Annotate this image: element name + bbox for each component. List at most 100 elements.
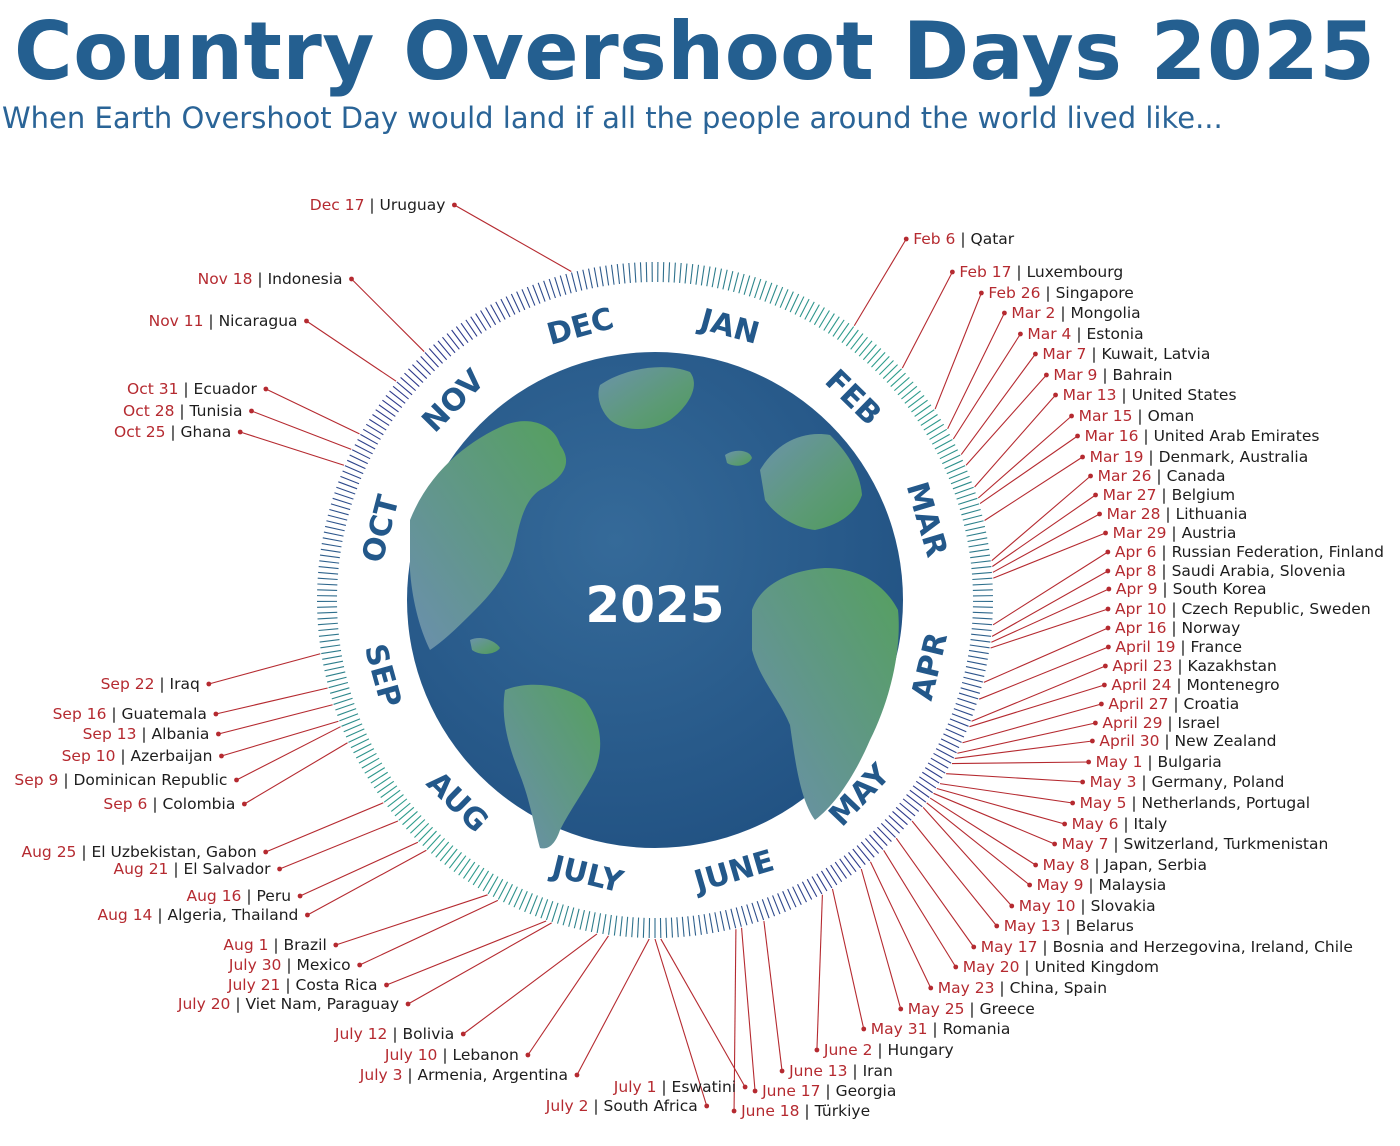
day-tick [972,589,993,591]
country-name: Israel [1178,714,1220,732]
day-tick [843,855,857,873]
day-tick [338,481,358,490]
day-tick [351,449,371,460]
day-tick [326,520,346,526]
land-caribbean [470,637,500,654]
day-tick [327,514,348,521]
day-tick [500,298,511,318]
country-name: Iran [863,1062,893,1080]
day-tick [470,316,483,334]
day-tick [809,304,820,323]
overshoot-date: Oct 25 [114,423,165,441]
label-separator: | [204,312,219,330]
overshoot-date: June 13 [788,1062,847,1080]
country-name: United Kingdom [1035,958,1159,976]
day-tick [562,905,570,926]
leader-line [934,292,982,410]
leader-line [947,312,1005,430]
country-label: May 23 | China, Spain [938,979,1107,997]
leader-line [240,431,345,466]
leader-line [991,475,1091,562]
day-tick [490,304,501,323]
day-tick [949,718,969,727]
country-name: Switzerland, Turkmenistan [1124,835,1329,853]
day-tick [845,329,859,347]
day-tick [957,697,977,705]
overshoot-date: May 17 [981,938,1038,956]
day-tick [426,834,441,850]
country-name: Algeria, Thailand [168,906,299,924]
day-tick [907,395,925,409]
label-separator: | [281,956,296,974]
leader-dot [1070,800,1076,806]
day-tick [448,852,462,869]
land-greenland [598,367,694,429]
day-tick [915,780,933,794]
label-separator: | [1139,427,1154,445]
day-tick [455,326,469,344]
day-tick [673,262,676,283]
day-tick [317,622,338,626]
overshoot-date: Feb 6 [913,230,955,248]
day-tick [322,655,343,660]
day-tick [392,385,409,400]
country-label: May 9 | Malaysia [1037,876,1167,894]
leader-line [936,787,1065,825]
overshoot-date: May 1 [1096,753,1143,771]
day-tick [787,888,797,908]
country-name: Austria [1182,524,1237,542]
day-tick [912,785,930,798]
label-separator: | [1097,366,1112,384]
day-tick [367,767,386,779]
country-label: May 8 | Japan, Serbia [1043,856,1207,874]
day-tick [947,723,967,733]
day-tick [901,385,918,400]
leader-dot [861,1026,867,1032]
day-tick [534,897,544,917]
day-tick [622,263,626,284]
leader-dot [1044,372,1049,378]
country-name: Malaysia [1099,876,1167,894]
overshoot-date: Sep 22 [101,675,155,693]
country-name: El Uzbekistan, Gabon [92,843,257,861]
label-separator: | [1020,958,1035,976]
country-label: Mar 26 | Canada [1098,467,1226,485]
country-label: July 3 | Armenia, Argentina [359,1066,568,1084]
day-tick [764,282,773,302]
label-separator: | [1152,467,1167,485]
day-tick [372,414,390,426]
label-separator: | [1167,524,1182,542]
country-name: El Salvador [184,860,272,878]
day-tick [324,525,345,532]
leader-dot [1089,738,1095,744]
day-tick [665,917,668,938]
leader-dot [1062,821,1068,827]
leader-line [952,333,1021,440]
leader-dot [1105,644,1111,650]
leader-dot [814,1047,820,1053]
day-tick [487,876,499,895]
label-separator: | [76,843,91,861]
month-label-mar: MAR [899,478,954,561]
day-tick [579,909,585,930]
leader-line [991,570,1109,637]
day-tick [954,486,974,495]
day-tick [631,917,634,938]
label-separator: | [241,887,256,905]
overshoot-date: Mar 2 [1011,304,1055,322]
country-name: Japan, Serbia [1104,856,1207,874]
leader-dot [978,290,984,296]
overshoot-date: April 23 [1112,657,1172,675]
label-separator: | [872,1041,887,1059]
country-label: June 18 | Türkiye [740,1102,870,1120]
overshoot-date: Sep 13 [83,725,137,743]
country-name: Germany, Poland [1152,773,1285,791]
day-tick [565,273,572,294]
leader-line [895,837,975,948]
country-label: Aug 14 | Algeria, Thailand [98,906,299,924]
label-separator: | [1117,386,1132,404]
leader-dot [1103,530,1108,536]
day-tick [886,368,902,383]
month-label-jan: JAN [694,302,763,352]
leader-line [351,278,425,353]
